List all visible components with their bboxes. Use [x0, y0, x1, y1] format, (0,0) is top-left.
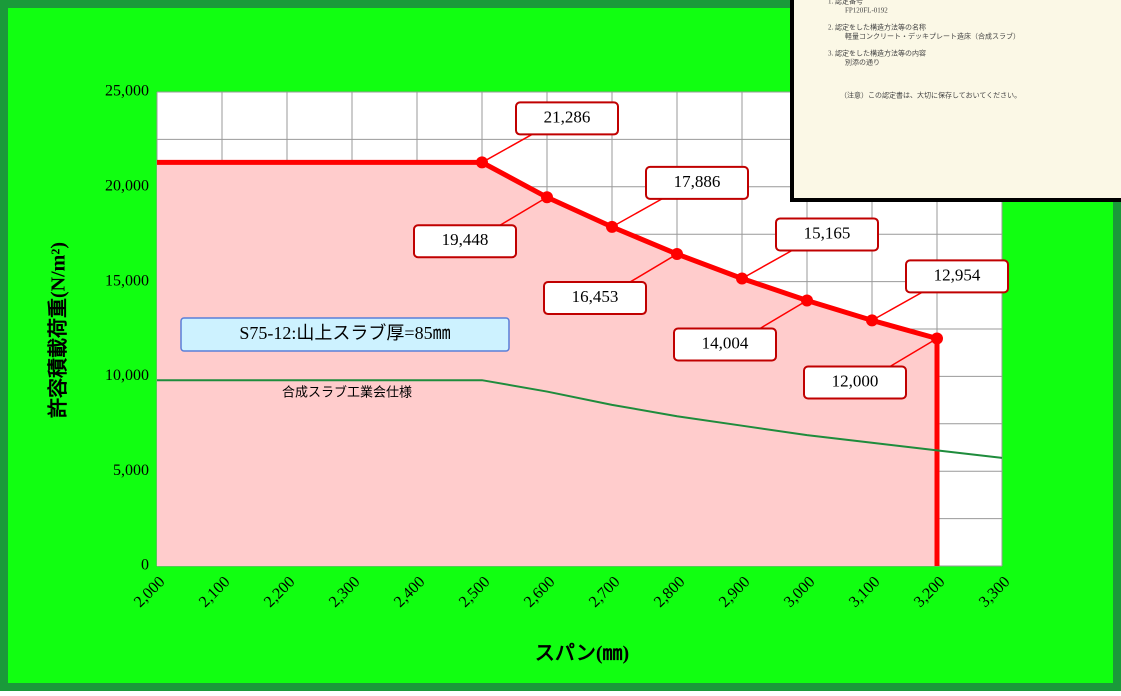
y-tick-label: 5,000 — [113, 462, 149, 479]
area — [157, 162, 937, 567]
data-label: 14,004 — [702, 333, 749, 352]
data-label: 19,448 — [442, 230, 489, 249]
leader-line — [871, 291, 923, 322]
inset-document — [790, 0, 1121, 202]
data-label-box — [413, 224, 517, 259]
data-label-box — [905, 259, 1009, 294]
data-label: 12,954 — [934, 265, 981, 284]
annotation: S75-12:山上スラブ厚=85㎜ — [239, 322, 450, 343]
inset-text: 3. 認定をした構造方法等の内容 — [828, 49, 926, 58]
annotation-box — [180, 317, 510, 352]
annotation: 合成スラブ工業会仕様 — [282, 385, 412, 401]
data-label: 16,453 — [572, 287, 619, 306]
inset-text: 1. 認定番号 — [828, 0, 863, 6]
y-tick-label: 10,000 — [105, 367, 149, 384]
leader-line — [629, 253, 678, 283]
leader-line — [759, 299, 808, 330]
inset-text: （注意）この認定書は、大切に保存しておいてください。 — [840, 91, 1021, 100]
leader-line — [889, 337, 938, 368]
data-label: 15,165 — [804, 223, 851, 242]
y-tick-label: 25,000 — [105, 83, 149, 100]
leader-line — [481, 133, 533, 164]
x-axis-title: スパン(㎜) — [535, 642, 629, 665]
inset-text: FP120FL-0192 — [845, 7, 888, 15]
data-label-box — [543, 281, 647, 316]
data-label: 12,000 — [832, 371, 879, 390]
data-label-box — [775, 217, 879, 252]
data-label: 21,286 — [544, 107, 591, 126]
leader-line — [611, 198, 663, 228]
leader-line — [499, 196, 548, 226]
y-tick-label: 20,000 — [105, 177, 149, 194]
y-tick-label: 0 — [141, 557, 149, 574]
data-label-box — [515, 101, 619, 136]
leader-line — [741, 249, 793, 280]
y-axis-title: 許容積載荷重(N/m²) — [46, 242, 70, 418]
y-tick-label: 15,000 — [105, 272, 149, 289]
inset-text: 2. 認定をした構造方法等の名称 — [828, 23, 926, 32]
data-label-box — [673, 327, 777, 362]
line — [157, 159, 940, 566]
inset-text: 別添の通り — [845, 58, 880, 67]
inset-text: 軽量コンクリート・デッキプレート造床（合成スラブ） — [845, 32, 1020, 41]
data-label-box — [645, 165, 749, 200]
data-label-box — [803, 365, 907, 400]
line — [157, 379, 1003, 459]
data-label: 17,886 — [674, 172, 721, 191]
